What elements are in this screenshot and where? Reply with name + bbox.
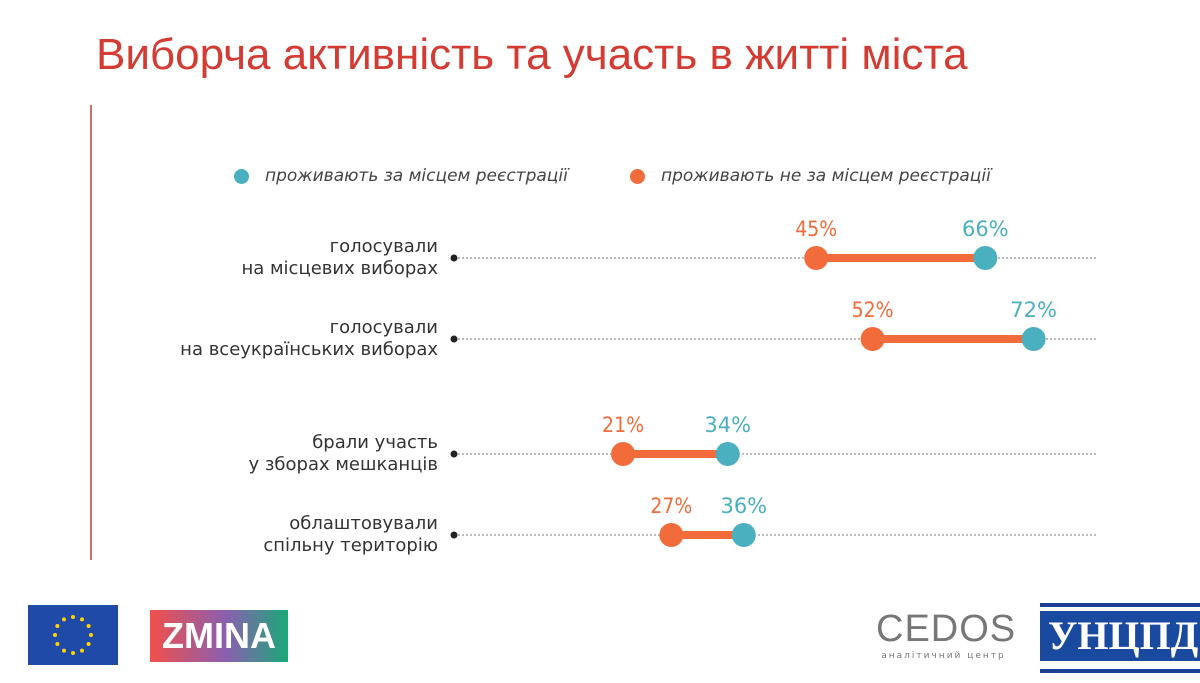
divider	[90, 105, 92, 560]
point-not-registered	[804, 246, 829, 270]
value-label-not-registered: 52%	[852, 298, 894, 322]
row-start-dot	[450, 531, 458, 539]
point-registered	[973, 246, 998, 270]
legend-dot-icon	[630, 168, 645, 184]
legend-dot-icon	[234, 168, 249, 184]
legend-label: проживають за місцем реєстрації	[265, 166, 568, 186]
star-icon	[55, 624, 60, 628]
point-not-registered	[611, 442, 636, 466]
star-icon	[86, 624, 91, 628]
eu-flag-logo	[28, 605, 118, 665]
value-label-registered: 66%	[962, 217, 1009, 241]
cedos-logo: CEDOS аналітичний центр	[876, 608, 1017, 661]
point-not-registered	[659, 523, 684, 547]
star-icon	[55, 642, 60, 646]
row-label: облаштовували спільну територію	[263, 513, 438, 556]
star-icon	[89, 633, 93, 637]
row-start-dot	[450, 450, 458, 458]
row-start-dot	[450, 254, 458, 262]
value-label-registered: 72%	[1010, 298, 1057, 322]
value-label-not-registered: 45%	[795, 217, 837, 241]
row-label: брали участь у зборах мешканців	[248, 432, 438, 475]
star-icon	[80, 617, 84, 622]
legend-label: проживають не за місцем реєстрації	[661, 166, 991, 186]
star-icon	[62, 648, 66, 653]
uncpd-logo: УНЦПД	[1040, 603, 1200, 673]
row-label: голосували на всеукраїнських виборах	[180, 317, 438, 360]
point-not-registered	[860, 327, 885, 351]
star-icon	[71, 651, 75, 655]
value-label-not-registered: 21%	[602, 413, 644, 437]
star-icon	[80, 648, 84, 653]
value-label-not-registered: 27%	[650, 494, 692, 518]
point-registered	[715, 442, 740, 466]
page-title: Виборча активність та участь в житті міс…	[96, 30, 968, 79]
value-label-registered: 34%	[704, 413, 751, 437]
row-start-dot	[450, 335, 458, 343]
star-icon	[71, 615, 75, 619]
legend-item-not-registered: проживають не за місцем реєстрації	[630, 166, 991, 186]
point-registered	[731, 523, 756, 547]
star-icon	[86, 642, 91, 646]
legend-item-registered: проживають за місцем реєстрації	[234, 166, 568, 186]
point-registered	[1021, 327, 1046, 351]
star-icon	[53, 633, 57, 637]
row-label: голосували на місцевих виборах	[241, 236, 438, 279]
value-label-registered: 36%	[720, 494, 767, 518]
zmina-logo: ZMINA	[150, 610, 288, 662]
star-icon	[62, 617, 66, 622]
